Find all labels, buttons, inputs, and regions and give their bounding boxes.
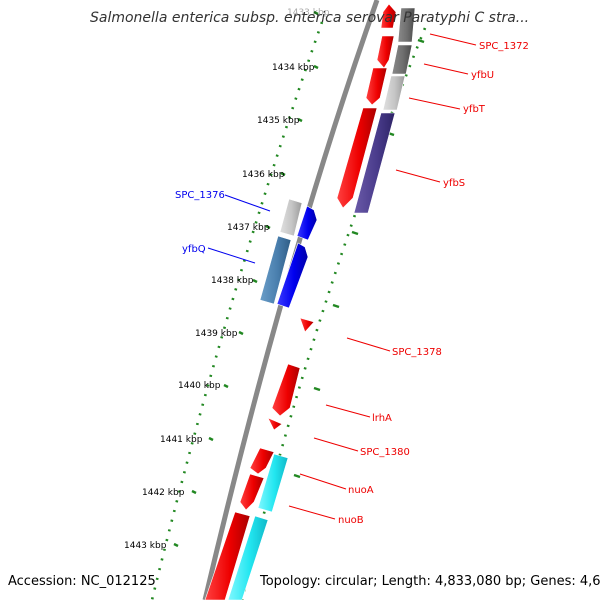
gene-label-yfbq[interactable]: yfbQ (182, 244, 206, 255)
accession-text: Accession: NC_012125 (8, 574, 156, 589)
gene-arrow[interactable] (336, 107, 378, 209)
gene-arrow[interactable] (259, 235, 292, 305)
tick-label: 1434 kbp (272, 63, 315, 73)
tick-label: 1435 kbp (257, 116, 300, 126)
tick-label: 1443 kbp (124, 541, 167, 551)
gene-label-nuob[interactable]: nuoB (338, 515, 364, 526)
forward-strand-genes (259, 198, 318, 309)
tick-label: 1436 kbp (242, 170, 285, 180)
gene-arrow[interactable] (271, 363, 301, 417)
tick-label: 1442 kbp (142, 488, 185, 498)
tick-label: 1441 kbp (160, 435, 203, 445)
gene-label-yfbu[interactable]: yfbU (471, 70, 494, 81)
tick-label: 1438 kbp (211, 276, 254, 286)
gene-arrow[interactable] (380, 3, 397, 29)
tick-label: 1437 kbp (227, 223, 270, 233)
gene-label-spc-1378[interactable]: SPC_1378 (392, 347, 442, 358)
gene-labels: SPC_1372 yfbU yfbT yfbS SPC_1376 yfbQ SP… (175, 41, 529, 526)
tick-label: 1433 kbp (287, 8, 330, 18)
reverse-callout-lines (288, 33, 477, 520)
topology-text: Topology: circular; Length: 4,833,080 bp… (260, 574, 600, 589)
gene-arrow[interactable] (365, 67, 388, 106)
gene-arrow[interactable] (391, 44, 413, 75)
gene-arrow[interactable] (296, 205, 318, 241)
map-title: Salmonella enterica subsp. enterica sero… (90, 10, 530, 26)
gene-arrow[interactable] (276, 242, 309, 309)
forward-callout-lines (207, 194, 271, 264)
gene-arrow[interactable] (239, 473, 265, 511)
gene-arrow[interactable] (249, 447, 275, 475)
gene-arrow[interactable] (376, 35, 395, 69)
gene-arrow[interactable] (299, 317, 315, 333)
tick-label: 1439 kbp (195, 329, 238, 339)
gene-label-spc-1372[interactable]: SPC_1372 (479, 41, 529, 52)
gene-arrow[interactable] (279, 198, 303, 237)
reverse-scale-dots (240, 27, 427, 600)
gene-arrow[interactable] (267, 417, 283, 431)
tick-label: 1440 kbp (178, 381, 221, 391)
reverse-tick-marks (293, 38, 425, 479)
kbp-tick-labels: 1433 kbp 1434 kbp 1435 kbp 1436 kbp 1437… (124, 8, 330, 551)
gene-label-nuoa[interactable]: nuoA (348, 485, 374, 496)
gene-arrow[interactable] (257, 453, 289, 513)
reverse-strand-genes (204, 3, 416, 600)
gene-arrow[interactable] (353, 112, 396, 214)
gene-label-spc-1376[interactable]: SPC_1376 (175, 190, 225, 201)
gene-label-spc-1380[interactable]: SPC_1380 (360, 447, 410, 458)
gene-arrow[interactable] (397, 7, 416, 43)
gene-arrow[interactable] (382, 75, 406, 111)
gene-label-lrha[interactable]: lrhA (372, 413, 392, 424)
gene-label-yfbs[interactable]: yfbS (443, 178, 465, 189)
forward-tick-marks (173, 10, 319, 548)
gene-arrow[interactable] (204, 511, 251, 600)
gene-arrow[interactable] (227, 515, 269, 600)
gene-label-yfbt[interactable]: yfbT (463, 104, 486, 115)
